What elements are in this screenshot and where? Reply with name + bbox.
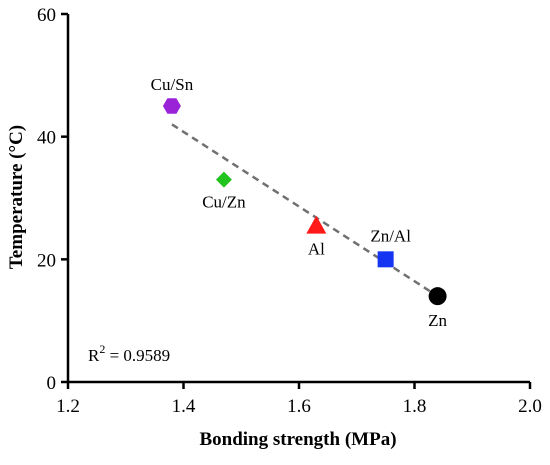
y-tick-label: 20	[37, 250, 56, 271]
x-axis-title: Bonding strength (MPa)	[199, 429, 396, 450]
data-point-hexagon	[162, 98, 181, 114]
y-tick-label: 40	[37, 128, 56, 149]
y-tick-label: 0	[47, 373, 57, 394]
x-tick-label: 2.0	[518, 396, 542, 417]
r2-superscript: 2	[99, 342, 105, 356]
axes	[66, 14, 530, 384]
y-tick-label: 60	[37, 5, 56, 26]
point-labels: Cu/Sn Cu/Zn Al Zn/Al Zn	[151, 75, 448, 330]
x-tick-label: 1.6	[287, 396, 311, 417]
fit-line-layer	[171, 123, 439, 298]
point-label: Cu/Zn	[202, 193, 246, 212]
tick-layer: 1.2 1.4 1.6 1.8 2.0 0 20 40 60	[37, 5, 542, 417]
x-tick-label: 1.4	[172, 396, 196, 417]
data-point-triangle	[306, 215, 327, 234]
data-points	[162, 98, 447, 306]
y-axis-title: Temperature (°C)	[6, 125, 27, 269]
x-tick-label: 1.2	[56, 396, 80, 417]
r2-annotation: R2 = 0.9589	[88, 342, 170, 365]
regression-fit-line	[171, 123, 439, 298]
x-tick-label: 1.8	[403, 396, 427, 417]
point-label: Al	[308, 240, 325, 259]
r2-value: = 0.9589	[105, 346, 170, 365]
data-point-square	[377, 251, 394, 268]
point-label: Cu/Sn	[151, 75, 194, 94]
data-point-circle	[428, 287, 447, 306]
data-point-diamond	[215, 171, 232, 188]
r2-prefix: R	[88, 346, 100, 365]
point-label: Zn/Al	[370, 226, 411, 245]
point-label: Zn	[428, 311, 447, 330]
